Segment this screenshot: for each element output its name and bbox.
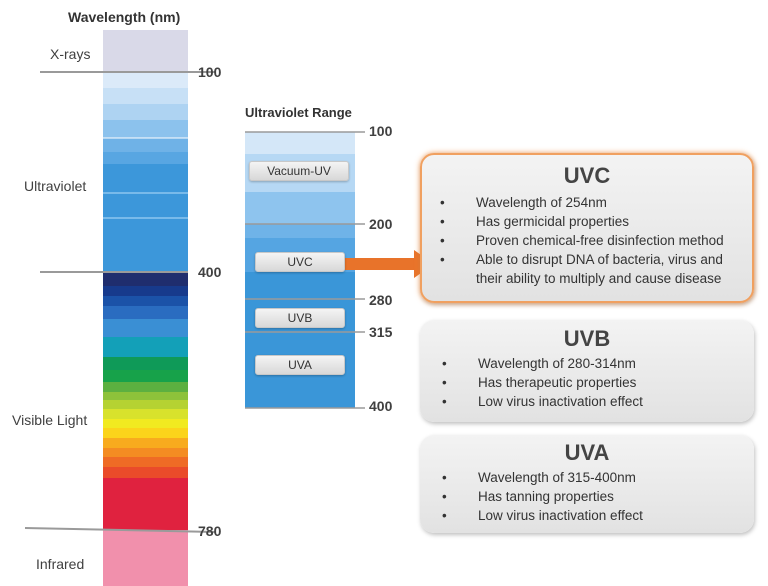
card-bullet: • Wavelength of 315-400nm [442, 470, 636, 485]
card-bullet: • Wavelength of 254nm [440, 195, 607, 210]
ultraviolet-range-bar [245, 132, 355, 408]
region-label-x-rays: X-rays [50, 46, 91, 62]
card-bullet: • Low virus inactivation effect [442, 394, 643, 409]
uva-card: UVA • Wavelength of 315-400nm • Has tannin… [420, 435, 754, 533]
card-title: UVC [563, 163, 611, 188]
tick-label-100: 100 [198, 64, 222, 80]
wavelength-spectrum-bar [103, 30, 188, 586]
band-label-vacuum-uv: Vacuum-UV [249, 161, 349, 181]
wavelength-title: Wavelength (nm) [68, 9, 181, 25]
card-bullet: • Has germicidal properties [440, 214, 630, 229]
boundary-line-780 [24, 527, 216, 533]
region-label-visible-light: Visible Light [12, 412, 88, 428]
band-label-uvc: UVC [255, 252, 345, 272]
card-bullet-list: • Wavelength of 315-400nm • Has tanning pr… [442, 468, 754, 525]
card-bullet: • Able to disrupt DNA of bacteria, virus … [440, 252, 723, 286]
region-label-ultraviolet: Ultraviolet [24, 178, 87, 194]
card-bullet: • Wavelength of 280-314nm [442, 356, 636, 371]
tick-label-780: 780 [198, 523, 222, 539]
card-bullet: • Has tanning properties [442, 489, 614, 504]
card-bullet-list: • Wavelength of 254nm • Has germicidal pro… [440, 193, 752, 288]
band-label-uva: UVA [255, 355, 345, 375]
ultraviolet-range-title: Ultraviolet Range [245, 105, 352, 120]
card-title: UVB [563, 326, 611, 351]
uvc-card: UVC • Wavelength of 254nm • Has germicidal… [420, 153, 754, 303]
tick-label-400: 400 [198, 264, 222, 280]
card-bullet: • Low virus inactivation effect [442, 508, 643, 523]
card-bullet: • Has therapeutic properties [442, 375, 637, 390]
card-bullet-list: • Wavelength of 280-314nm • Has therapeuti… [442, 354, 754, 411]
card-title: UVA [564, 440, 610, 465]
band-label-uvb: UVB [255, 308, 345, 328]
uv-tick-label-280: 280 [369, 292, 393, 308]
uv-tick-label-100: 100 [369, 123, 393, 139]
uv-tick-label-200: 200 [369, 216, 393, 232]
uvb-card: UVB • Wavelength of 280-314nm • Has therap… [420, 320, 754, 422]
uv-tick-label-400: 400 [369, 398, 393, 414]
card-bullet: • Proven chemical-free disinfection metho… [440, 233, 724, 248]
uv-tick-label-315: 315 [369, 324, 393, 340]
region-label-infrared: Infrared [36, 556, 85, 572]
